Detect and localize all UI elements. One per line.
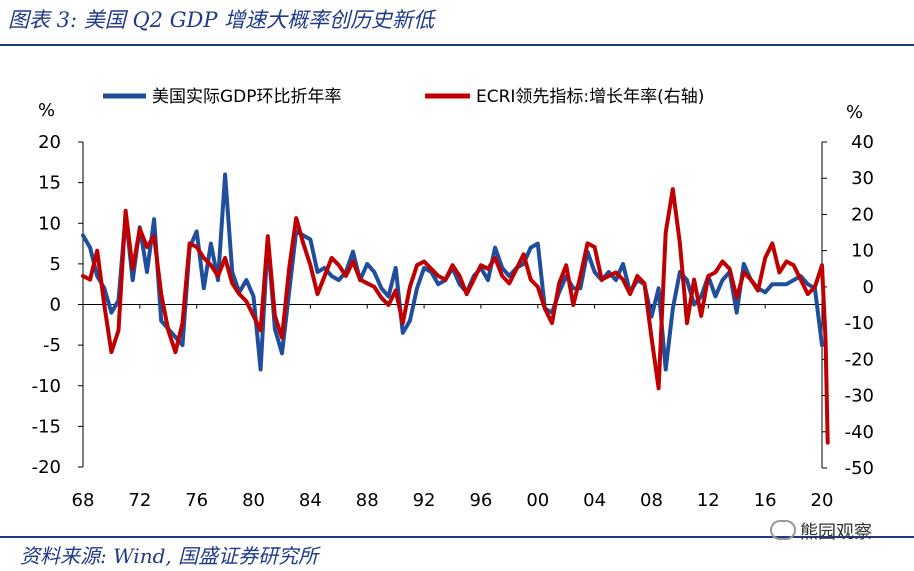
legend-label-ecri: ECRI领先指标:增长年率(右轴)	[476, 87, 704, 107]
watermark-text: 熊园观察	[800, 522, 872, 543]
x-tick-label: 96	[469, 490, 492, 511]
right-tick-label: 30	[851, 168, 874, 189]
right-axis-unit: %	[846, 102, 863, 123]
x-tick-label: 16	[754, 490, 777, 511]
left-tick-label: 20	[38, 132, 61, 153]
x-tick-label: 92	[413, 490, 436, 511]
left-tick-label: 0	[50, 295, 61, 316]
right-tick-label: 0	[863, 277, 874, 298]
left-tick-label: -15	[32, 416, 61, 437]
x-tick-label: 88	[356, 490, 379, 511]
right-tick-label: 10	[851, 241, 874, 262]
chart-title: 图表 3: 美国 Q2 GDP 增速大概率创历史新低	[8, 8, 435, 32]
x-tick-label: 12	[697, 490, 720, 511]
right-tick-label: -40	[845, 422, 874, 443]
right-tick-label: -20	[845, 349, 874, 370]
x-tick-label: 20	[811, 490, 834, 511]
x-tick-label: 08	[640, 490, 663, 511]
source-note: 资料来源: Wind, 国盛证券研究所	[20, 544, 319, 568]
right-tick-label: 40	[851, 132, 874, 153]
left-tick-label: 10	[38, 213, 61, 234]
x-tick-label: 84	[299, 490, 322, 511]
title-underline	[0, 44, 914, 46]
x-tick-label: 68	[72, 490, 95, 511]
left-tick-label: -20	[32, 457, 61, 478]
wechat-icon	[770, 520, 796, 540]
watermark: 熊园观察	[770, 518, 872, 544]
x-tick-label: 80	[242, 490, 265, 511]
x-tick-label: 04	[583, 490, 606, 511]
left-tick-label: -5	[43, 335, 61, 356]
left-axis-unit: %	[38, 100, 55, 121]
left-tick-label: 15	[38, 173, 61, 194]
legend-label-gdp: 美国实际GDP环比折年率	[152, 87, 342, 107]
right-tick-label: -10	[845, 313, 874, 334]
left-tick-label: 5	[50, 254, 61, 275]
x-tick-label: 72	[128, 490, 151, 511]
right-tick-label: -30	[845, 386, 874, 407]
ecri-series-line	[81, 187, 830, 445]
x-tick-label: 00	[526, 490, 549, 511]
left-tick-label: -10	[32, 376, 61, 397]
gdp-series-line	[81, 172, 824, 372]
right-tick-label: 20	[851, 204, 874, 225]
footer-rule	[0, 536, 914, 538]
right-tick-label: -50	[845, 458, 874, 479]
x-tick-label: 76	[185, 490, 208, 511]
